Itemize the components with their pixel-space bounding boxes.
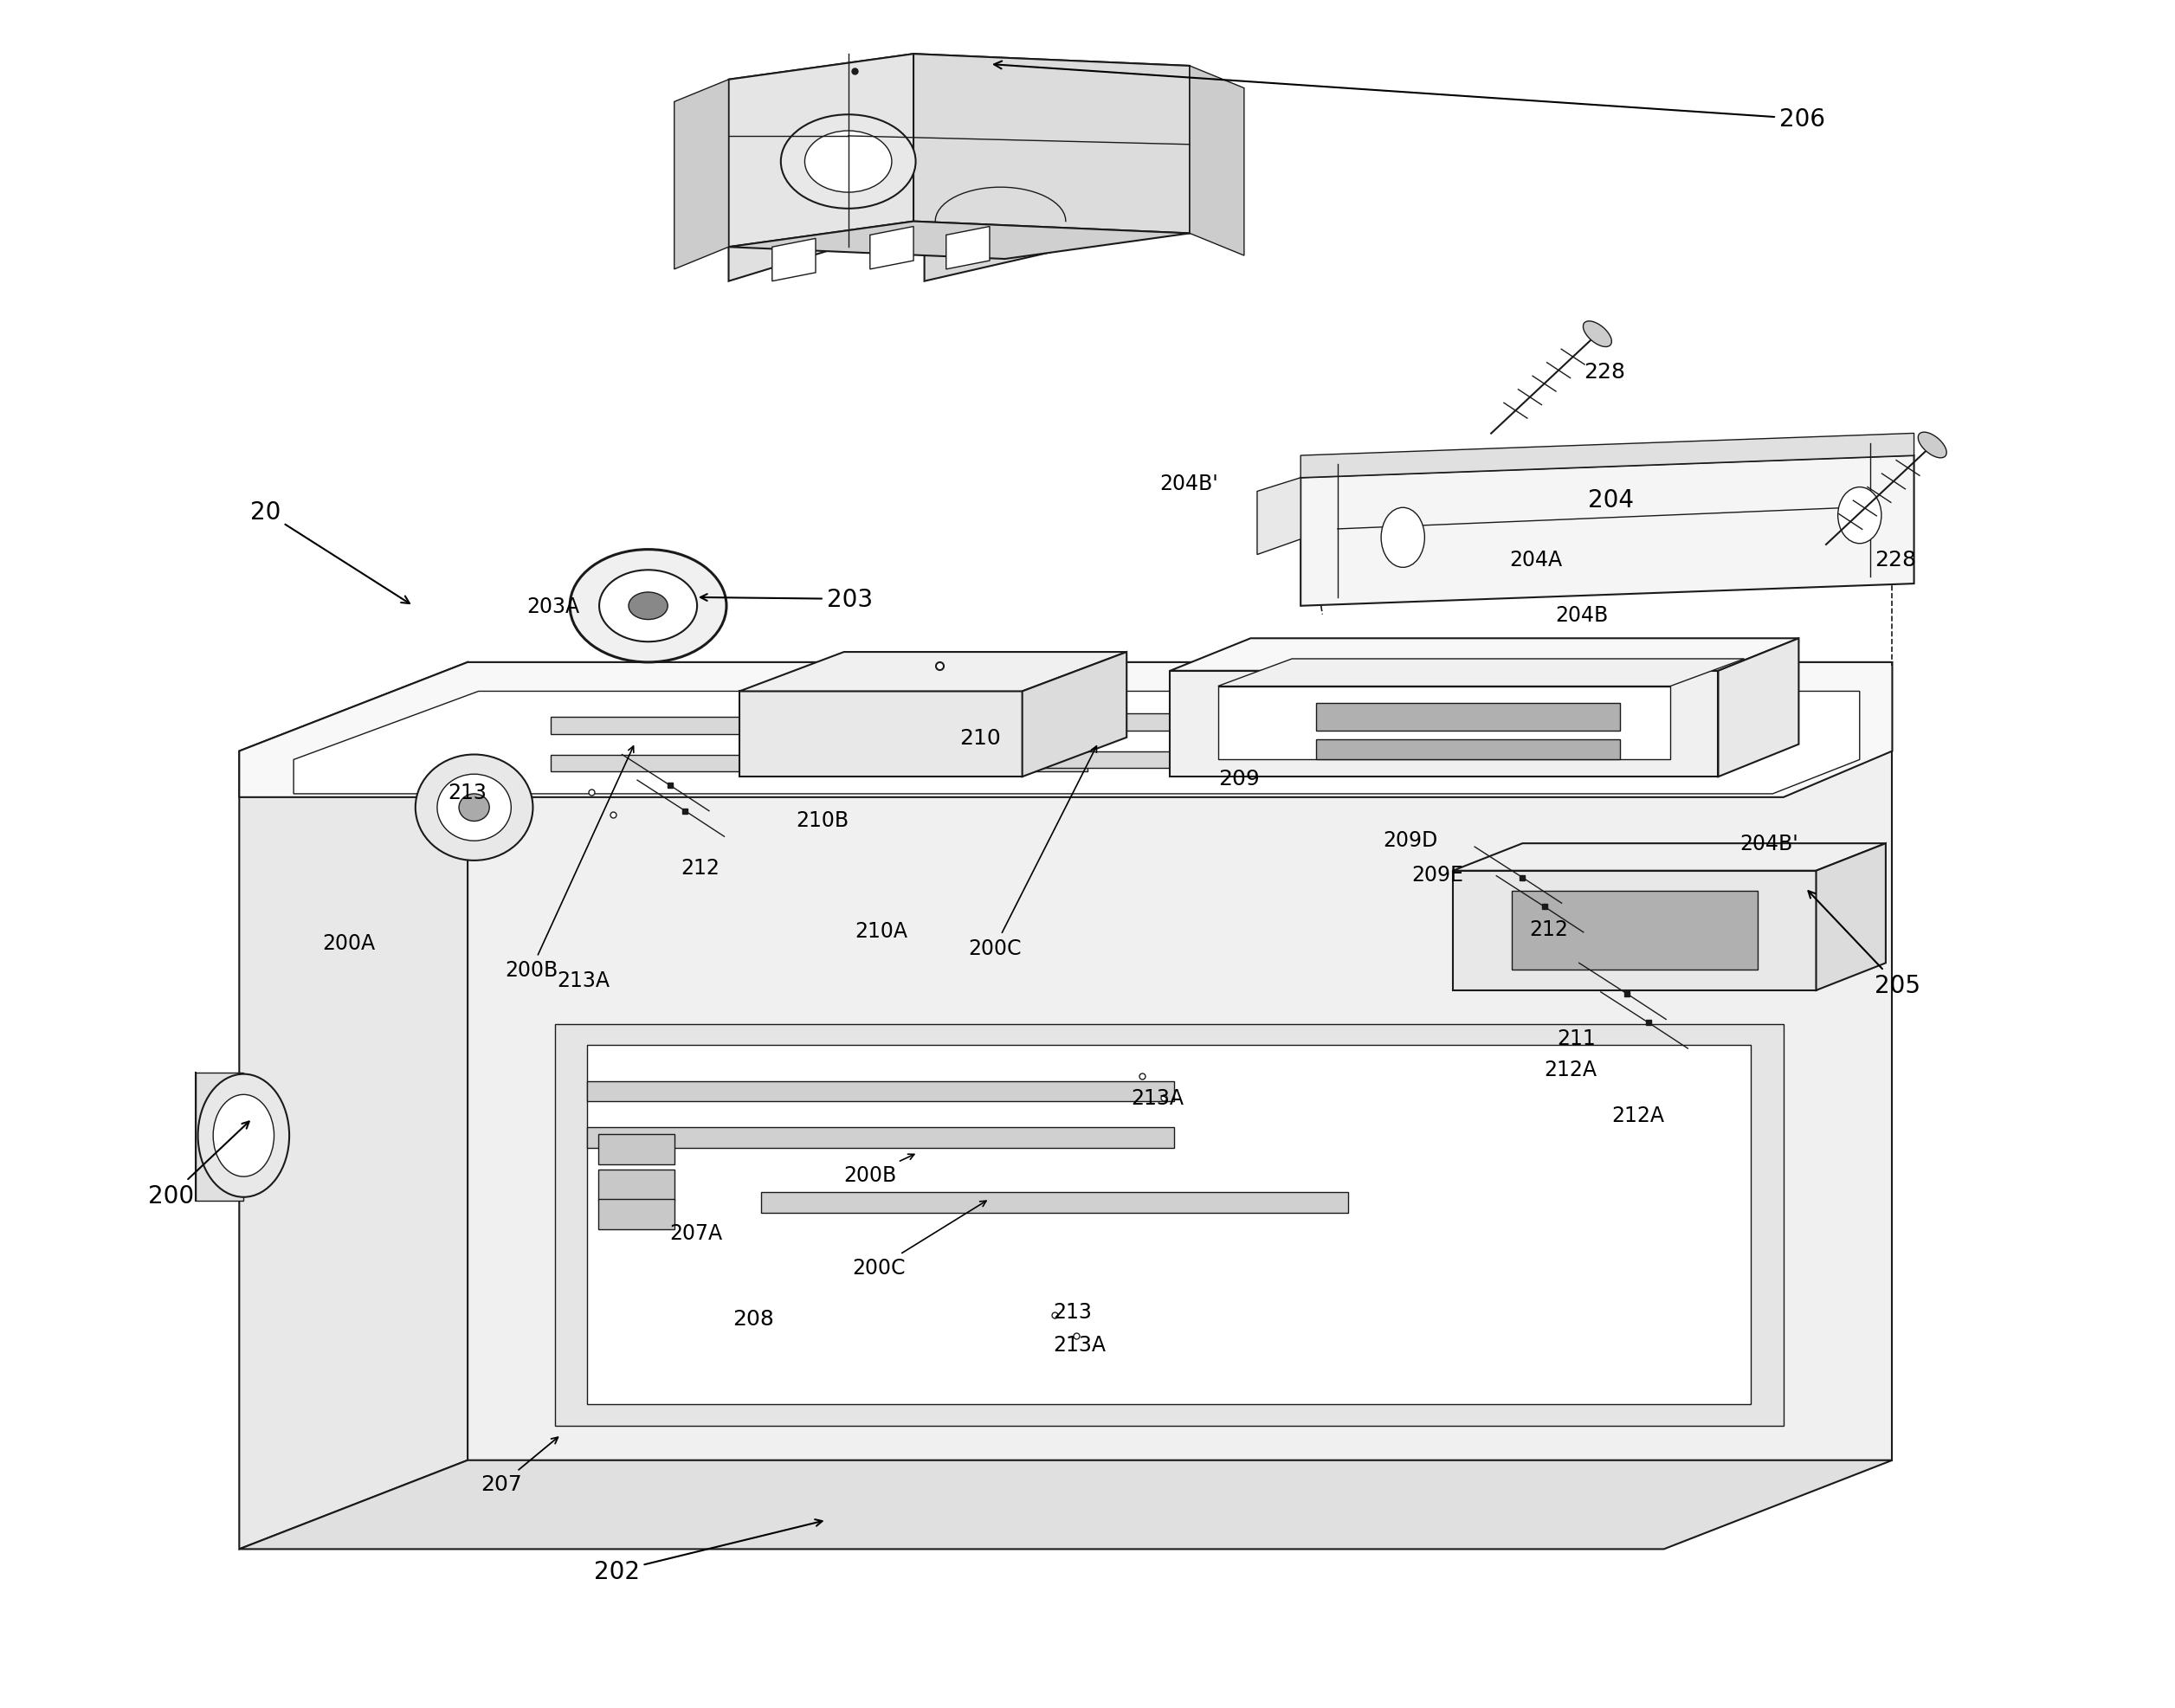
Polygon shape <box>1512 892 1757 970</box>
Text: 200A: 200A <box>322 933 374 953</box>
Text: 213A: 213A <box>1053 1334 1105 1354</box>
Polygon shape <box>729 77 1185 137</box>
Text: 212: 212 <box>681 857 720 878</box>
Text: 213A: 213A <box>1131 1088 1183 1108</box>
Polygon shape <box>468 663 1892 1460</box>
Polygon shape <box>924 77 1185 282</box>
Ellipse shape <box>459 794 489 822</box>
Polygon shape <box>239 663 1892 798</box>
Text: 206: 206 <box>994 61 1825 132</box>
Ellipse shape <box>1918 432 1947 458</box>
Text: 209: 209 <box>1218 769 1259 789</box>
Text: 228: 228 <box>1583 362 1625 383</box>
Text: 213A: 213A <box>557 970 609 991</box>
Polygon shape <box>740 652 1127 692</box>
Polygon shape <box>674 80 729 270</box>
Text: 200C: 200C <box>968 746 1096 958</box>
Polygon shape <box>1453 871 1816 991</box>
Text: 209E: 209E <box>1412 864 1464 885</box>
Polygon shape <box>1170 639 1799 671</box>
Polygon shape <box>805 714 1342 731</box>
Text: 209D: 209D <box>1383 830 1438 851</box>
Polygon shape <box>587 1081 1174 1102</box>
Ellipse shape <box>1583 321 1612 347</box>
Text: 211: 211 <box>1557 1028 1596 1049</box>
Polygon shape <box>729 55 1190 92</box>
Text: 228: 228 <box>1875 550 1916 570</box>
Polygon shape <box>1218 659 1744 687</box>
Polygon shape <box>1816 844 1886 991</box>
Ellipse shape <box>1381 507 1425 567</box>
Text: 207A: 207A <box>670 1223 722 1243</box>
Text: 200B: 200B <box>505 746 633 980</box>
Polygon shape <box>550 717 1088 734</box>
Text: 203A: 203A <box>526 596 579 617</box>
Polygon shape <box>239 1460 1892 1549</box>
Ellipse shape <box>781 116 916 210</box>
Polygon shape <box>598 1134 674 1165</box>
Polygon shape <box>1218 687 1670 760</box>
Text: 213: 213 <box>1053 1301 1092 1322</box>
Text: 203: 203 <box>700 588 872 611</box>
Ellipse shape <box>213 1095 274 1177</box>
Polygon shape <box>772 239 816 282</box>
Ellipse shape <box>805 132 892 193</box>
Polygon shape <box>587 1127 1174 1148</box>
Polygon shape <box>294 692 1860 794</box>
Text: 20: 20 <box>250 500 409 605</box>
Text: 204B': 204B' <box>1159 473 1218 494</box>
Polygon shape <box>1301 434 1914 478</box>
Polygon shape <box>729 222 1190 260</box>
Polygon shape <box>587 1045 1751 1404</box>
Polygon shape <box>1257 478 1301 555</box>
Polygon shape <box>729 77 924 282</box>
Polygon shape <box>870 227 913 270</box>
Text: 212: 212 <box>1529 919 1568 939</box>
Text: 210B: 210B <box>796 810 848 830</box>
Text: 204: 204 <box>1588 488 1633 512</box>
Ellipse shape <box>437 775 511 840</box>
Polygon shape <box>598 1199 674 1230</box>
Polygon shape <box>740 692 1022 777</box>
Ellipse shape <box>629 593 668 620</box>
Polygon shape <box>761 1192 1348 1213</box>
Polygon shape <box>1170 671 1718 777</box>
Polygon shape <box>1190 67 1244 256</box>
Polygon shape <box>1301 456 1914 606</box>
Text: 205: 205 <box>1807 892 1921 997</box>
Ellipse shape <box>570 550 726 663</box>
Ellipse shape <box>1838 488 1881 543</box>
Polygon shape <box>1718 639 1799 777</box>
Text: 210: 210 <box>959 728 1000 748</box>
Text: 208: 208 <box>733 1308 774 1329</box>
Polygon shape <box>555 1025 1784 1426</box>
Text: 210A: 210A <box>855 921 907 941</box>
Polygon shape <box>1453 844 1886 871</box>
Text: 212A: 212A <box>1612 1105 1664 1126</box>
Ellipse shape <box>198 1074 289 1197</box>
Text: 204A: 204A <box>1509 550 1562 570</box>
Polygon shape <box>196 1073 244 1201</box>
Polygon shape <box>729 55 913 248</box>
Ellipse shape <box>415 755 533 861</box>
Polygon shape <box>598 1170 674 1201</box>
Polygon shape <box>1316 740 1620 760</box>
Polygon shape <box>913 55 1190 234</box>
Text: 212A: 212A <box>1544 1059 1596 1079</box>
Text: 204B': 204B' <box>1740 834 1799 854</box>
Polygon shape <box>1022 652 1127 777</box>
Text: 200B: 200B <box>844 1155 913 1185</box>
Ellipse shape <box>598 570 696 642</box>
Text: 200: 200 <box>148 1122 250 1208</box>
Text: 200C: 200C <box>853 1201 985 1278</box>
Polygon shape <box>805 752 1342 769</box>
Text: 204B: 204B <box>1555 605 1607 625</box>
Text: 202: 202 <box>594 1520 822 1583</box>
Polygon shape <box>1316 704 1620 731</box>
Text: 213: 213 <box>448 782 487 803</box>
Polygon shape <box>946 227 990 270</box>
Polygon shape <box>239 663 468 1549</box>
Text: 207: 207 <box>481 1438 559 1494</box>
Polygon shape <box>550 755 1088 772</box>
